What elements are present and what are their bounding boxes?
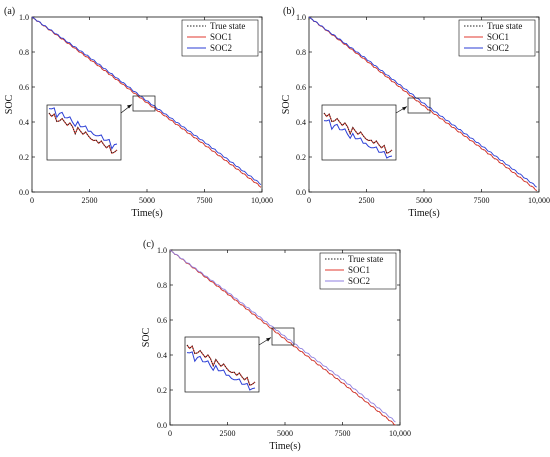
zoom-region-box xyxy=(407,97,431,114)
series-line-soc2 xyxy=(308,16,537,188)
zoom-inset xyxy=(321,104,397,161)
zoom-region-box xyxy=(271,327,295,346)
series-line-soc1 xyxy=(308,16,537,192)
series-line-soc1 xyxy=(31,16,262,188)
y-tick-label: 0.0 xyxy=(296,188,306,197)
y-tick-label: 0.0 xyxy=(19,188,29,197)
y-tick-label: 0.2 xyxy=(157,386,167,395)
y-axis-title: SOC xyxy=(281,94,292,114)
legend-label: SOC2 xyxy=(210,43,232,53)
legend-label: SOC1 xyxy=(210,32,232,42)
inset-line-soc2 xyxy=(323,119,393,159)
x-axis-title: Time(s) xyxy=(131,208,162,219)
y-tick-label: 0.8 xyxy=(157,281,167,290)
legend-label: SOC2 xyxy=(348,276,370,286)
y-tick-label: 0.8 xyxy=(19,48,29,57)
inset-line-true-state xyxy=(48,112,118,154)
zoom-arrowhead xyxy=(127,104,132,109)
inset-line-true-state xyxy=(186,344,256,386)
panel-c: (c) 0 2500 5000 7500 10,000 0.0 0.2 0.4 0.6 0.8 1.0… xyxy=(141,239,411,452)
y-tick-label: 0.6 xyxy=(296,83,306,92)
panel-a: (a) 0 2500 5000 7500 10,000 0.0 0.2 0.4 0.6 0.8 1.0… xyxy=(4,6,273,219)
y-tick-label: 1.0 xyxy=(157,246,167,255)
legend-label: True state xyxy=(487,21,522,31)
x-tick-label: 0 xyxy=(30,196,34,205)
zoom-inset xyxy=(46,104,122,161)
y-tick-label: 0.8 xyxy=(296,48,306,57)
x-tick-label: 10,000 xyxy=(251,196,273,205)
x-tick-label: 7500 xyxy=(335,429,351,438)
series-line-soc2 xyxy=(169,249,396,423)
x-tick-label: 2500 xyxy=(359,196,375,205)
series-line-soc2 xyxy=(31,16,262,185)
y-tick-label: 0.4 xyxy=(19,118,29,127)
x-tick-label: 5000 xyxy=(139,196,155,205)
x-axis-title: Time(s) xyxy=(408,208,439,219)
x-tick-label: 5000 xyxy=(277,429,293,438)
x-tick-label: 7500 xyxy=(474,196,490,205)
legend-label: SOC1 xyxy=(487,32,509,42)
x-tick-label: 10,000 xyxy=(528,196,550,205)
panel-letter: (b) xyxy=(283,6,295,17)
y-tick-label: 0.2 xyxy=(19,153,29,162)
y-tick-label: 0.6 xyxy=(157,316,167,325)
x-tick-label: 10,000 xyxy=(389,429,411,438)
y-tick-label: 0.4 xyxy=(296,118,306,127)
panel-b: (b) 0 2500 5000 7500 10,000 0.0 0.2 0.4 0.6 0.8 1.0… xyxy=(281,6,550,219)
x-tick-label: 7500 xyxy=(197,196,213,205)
zoom-arrowhead xyxy=(266,337,271,342)
inset-line-soc2 xyxy=(186,351,256,391)
y-axis-title: SOC xyxy=(4,94,15,114)
zoom-region-box xyxy=(132,95,156,112)
series-line-soc1 xyxy=(169,249,396,426)
legend-box xyxy=(181,19,259,57)
y-tick-label: 0.2 xyxy=(296,153,306,162)
y-tick-label: 0.4 xyxy=(157,351,167,360)
x-axis-title: Time(s) xyxy=(269,441,300,452)
x-tick-label: 2500 xyxy=(220,429,236,438)
legend-label: True state xyxy=(210,21,245,31)
legend-box xyxy=(319,252,397,290)
legend-label: True state xyxy=(348,254,383,264)
legend-label: SOC1 xyxy=(348,265,370,275)
x-tick-label: 0 xyxy=(307,196,311,205)
y-tick-label: 0.0 xyxy=(157,421,167,430)
zoom-inset xyxy=(184,336,260,393)
x-tick-label: 0 xyxy=(168,429,172,438)
y-axis-title: SOC xyxy=(141,327,152,347)
x-tick-label: 5000 xyxy=(416,196,432,205)
x-tick-label: 2500 xyxy=(82,196,98,205)
legend-label: SOC2 xyxy=(487,43,509,53)
panel-letter: (c) xyxy=(143,239,154,250)
y-tick-label: 1.0 xyxy=(19,13,29,22)
legend-box xyxy=(458,19,536,57)
inset-line-soc2 xyxy=(48,107,118,151)
inset-line-true-state xyxy=(323,112,393,154)
zoom-arrowhead xyxy=(402,106,407,111)
panel-letter: (a) xyxy=(4,6,15,17)
y-tick-label: 1.0 xyxy=(296,13,306,22)
y-tick-label: 0.6 xyxy=(19,83,29,92)
